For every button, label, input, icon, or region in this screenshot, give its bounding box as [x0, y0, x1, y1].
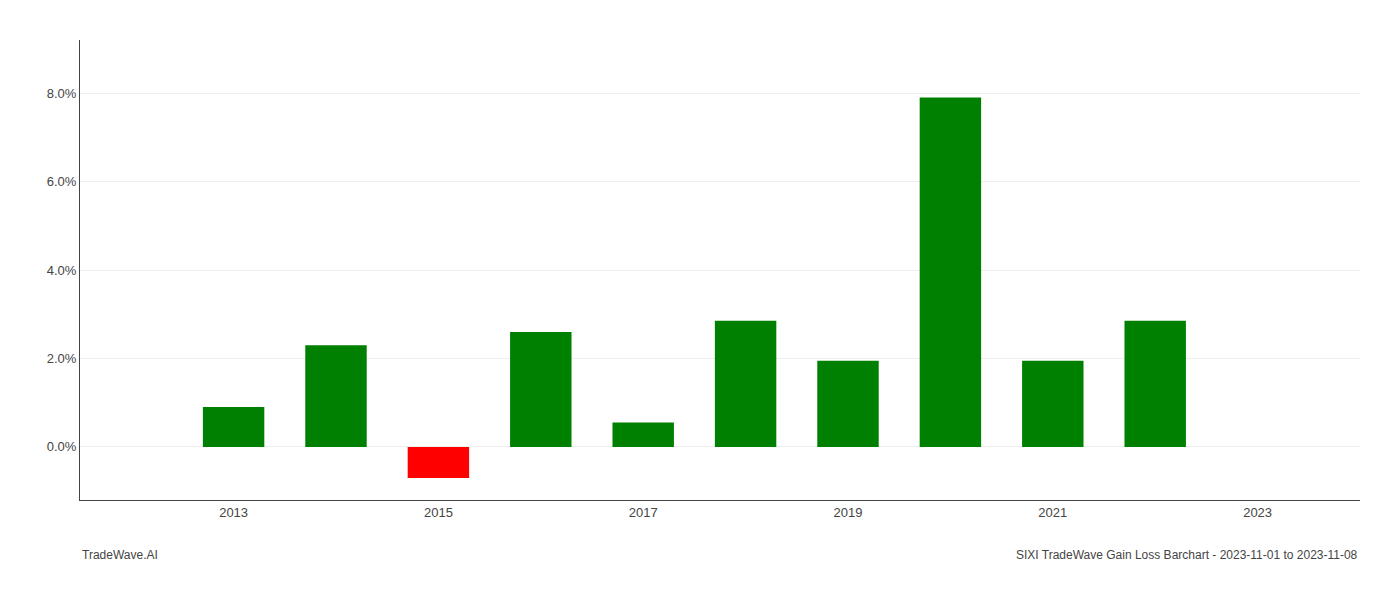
svg-text:2017: 2017: [629, 505, 658, 520]
svg-text:2015: 2015: [424, 505, 453, 520]
svg-text:2.0%: 2.0%: [47, 351, 77, 366]
svg-text:2023: 2023: [1243, 505, 1272, 520]
svg-text:4.0%: 4.0%: [47, 263, 77, 278]
svg-text:2021: 2021: [1038, 505, 1067, 520]
svg-text:2013: 2013: [219, 505, 248, 520]
svg-text:SIXI TradeWave Gain Loss Barch: SIXI TradeWave Gain Loss Barchart - 2023…: [1016, 548, 1358, 562]
svg-text:8.0%: 8.0%: [47, 86, 77, 101]
svg-text:6.0%: 6.0%: [47, 174, 77, 189]
svg-text:0.0%: 0.0%: [47, 439, 77, 454]
svg-text:TradeWave.AI: TradeWave.AI: [82, 548, 158, 562]
svg-text:2019: 2019: [834, 505, 863, 520]
